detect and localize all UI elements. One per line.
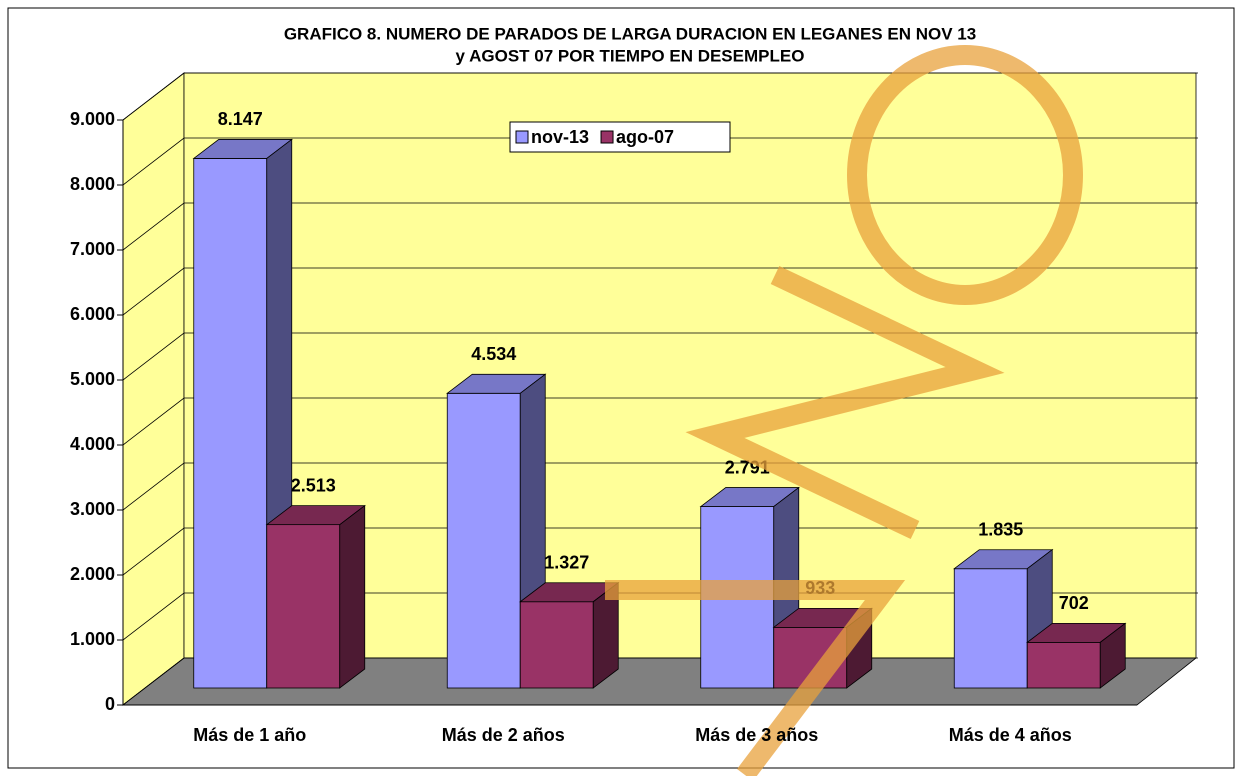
grid-line [122,527,1198,576]
legend-label: ago-07 [616,127,674,147]
bar [1026,622,1127,689]
y-tick-label: 0 [105,694,115,714]
x-tick-label: Más de 3 años [695,725,818,745]
x-tick-label: Más de 2 años [442,725,565,745]
bar [265,504,366,689]
legend-swatch [515,130,529,144]
value-label: 2.513 [291,475,336,495]
grid-line [122,267,1198,316]
value-label: 1.327 [544,552,589,572]
y-tick-label: 6.000 [70,304,115,324]
value-label: 4.534 [471,344,516,364]
grid-line [122,462,1198,511]
chart-title: GRAFICO 8. NUMERO DE PARADOS DE LARGA DU… [284,24,976,43]
grid-line [122,72,1198,121]
bar-front [266,524,341,689]
bar-side [339,504,366,689]
legend-label: nov-13 [531,127,589,147]
value-label: 702 [1059,593,1089,613]
bar-front [519,601,594,689]
bar-front [193,158,268,689]
watermark-shape [847,45,1083,305]
legend-swatch [600,130,614,144]
chart-title: y AGOST 07 POR TIEMPO EN DESEMPLEO [456,46,805,65]
legend-box [509,121,731,153]
bar-side [1099,622,1126,689]
bar [192,138,293,689]
value-label: 8.147 [218,109,263,129]
legend: nov-13 ago-07 [509,121,731,153]
bar [519,581,620,689]
bar-front [953,568,1028,689]
side-wall [122,72,185,706]
bar-front [1026,641,1101,689]
y-tick-label: 1.000 [70,629,115,649]
value-label: 1.835 [978,519,1023,539]
y-tick-label: 5.000 [70,369,115,389]
watermark-shape [685,265,1005,540]
x-tick-label: Más de 4 años [949,725,1072,745]
x-tick-label: Más de 1 año [193,725,306,745]
y-tick-label: 7.000 [70,239,115,259]
y-tick-label: 4.000 [70,434,115,454]
watermark [605,45,1083,776]
y-tick-label: 8.000 [70,174,115,194]
y-tick-label: 2.000 [70,564,115,584]
y-tick-label: 3.000 [70,499,115,519]
grid-line [122,332,1198,381]
watermark-shape [605,580,906,776]
y-tick-label: 9.000 [70,109,115,129]
bar-front [446,392,521,689]
